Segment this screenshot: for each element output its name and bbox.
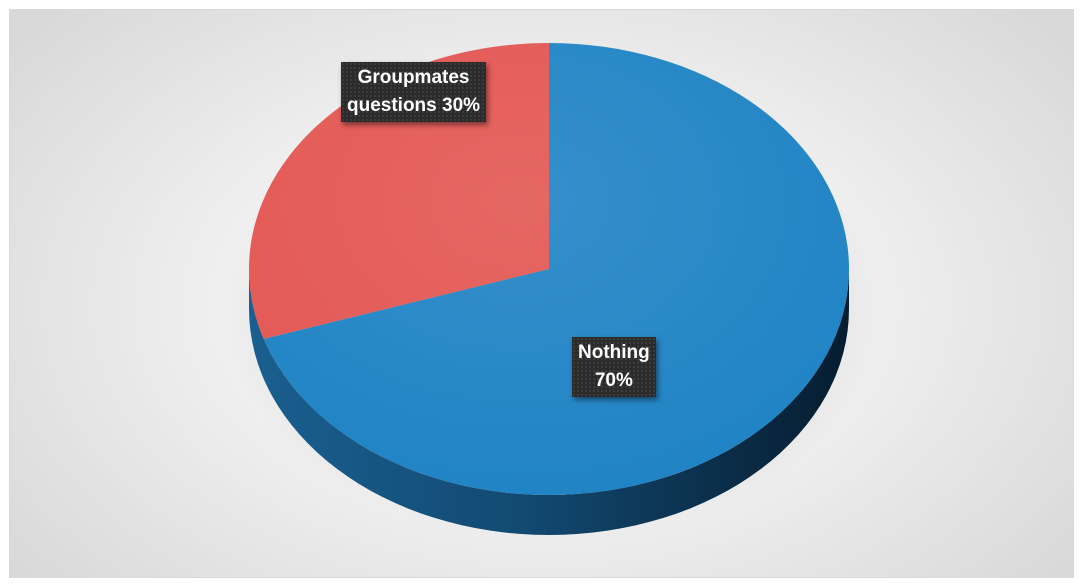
data-label-nothing-line2: 70% [578,367,650,395]
data-label-nothing-line1: Nothing [578,339,650,367]
pie-chart [10,10,1073,577]
data-label-nothing: Nothing 70% [572,337,656,397]
data-label-groupmates-line2: questions 30% [347,92,480,120]
data-label-groupmates-line1: Groupmates [347,64,480,92]
chart-frame: Nothing 70% Groupmates questions 30% [9,9,1074,578]
data-label-groupmates: Groupmates questions 30% [341,62,486,122]
